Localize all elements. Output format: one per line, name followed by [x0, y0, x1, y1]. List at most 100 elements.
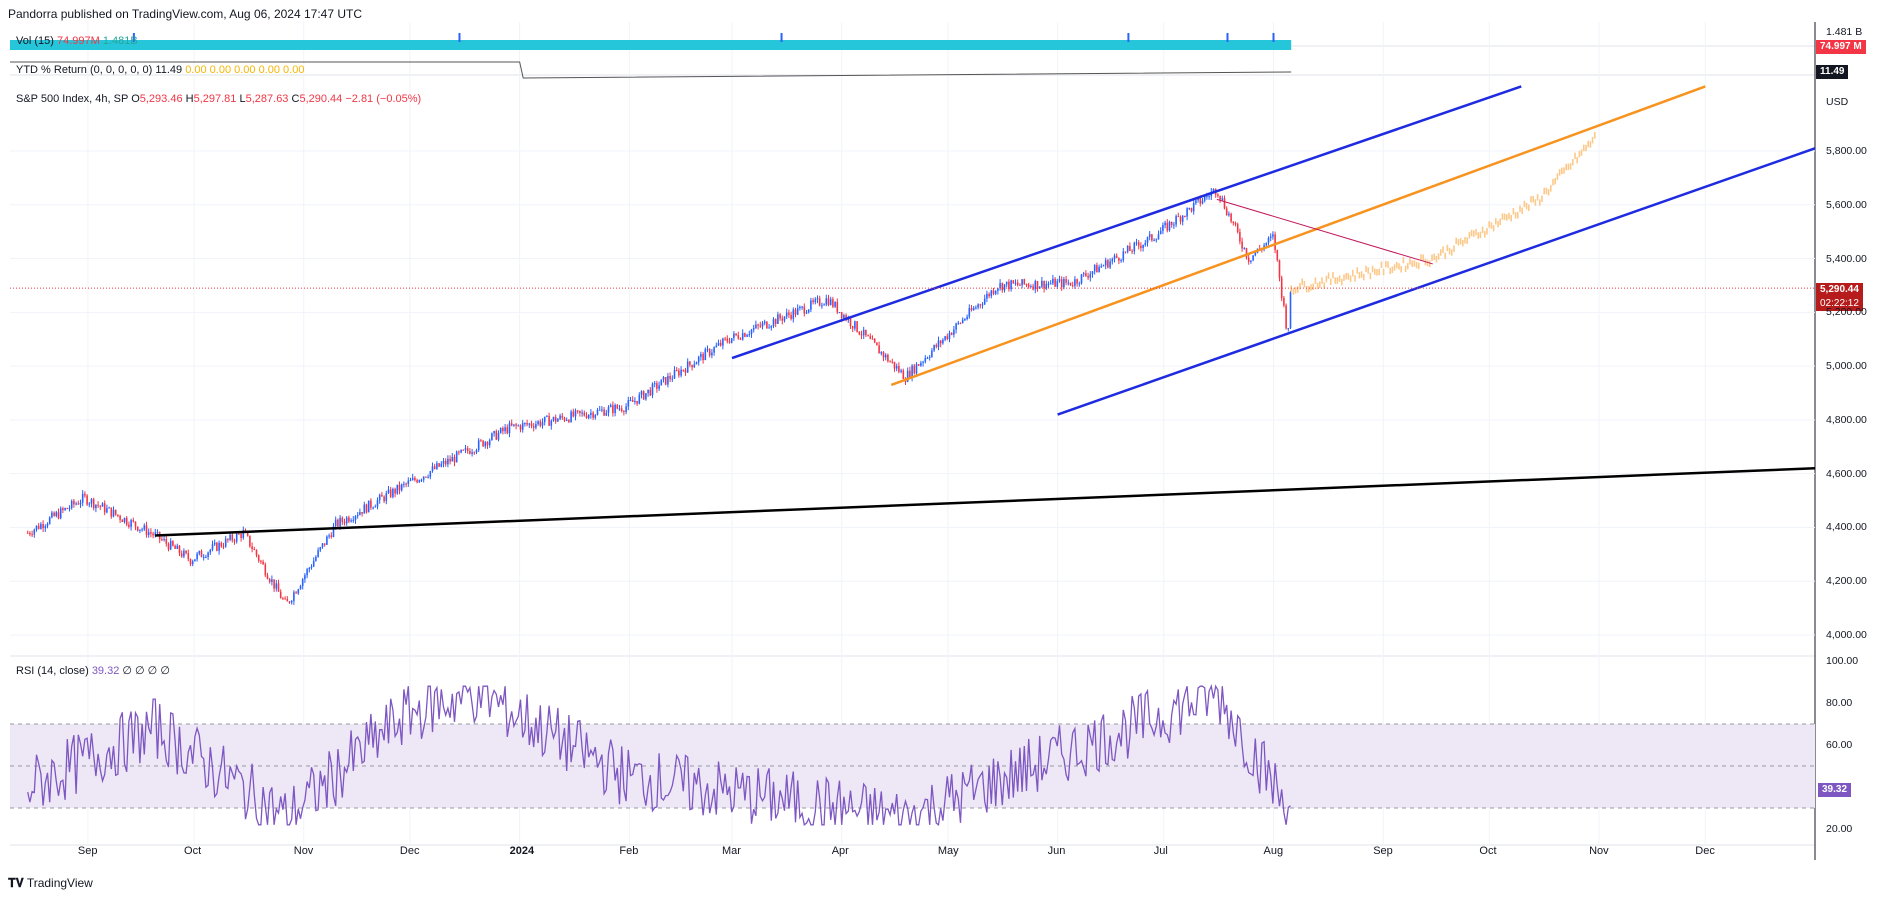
candle-body — [583, 412, 586, 416]
time-tick-label: Dec — [399, 845, 420, 857]
candle-body — [282, 598, 284, 600]
candle-body — [1223, 198, 1226, 209]
candle-body — [763, 321, 766, 324]
candle-body — [286, 598, 289, 602]
candle-body — [257, 555, 260, 561]
candle-body — [251, 546, 253, 550]
candle-body — [356, 514, 359, 517]
candle-body — [814, 299, 817, 303]
candle-body — [334, 519, 337, 527]
candle-body — [933, 345, 935, 351]
candle-body — [482, 440, 484, 447]
candle-body — [1089, 274, 1092, 278]
candle-body — [1188, 207, 1191, 209]
candle-body — [1190, 207, 1193, 212]
candle-body — [614, 404, 616, 414]
candle-body — [370, 500, 372, 508]
candle-body — [202, 557, 205, 559]
candle-body — [1168, 221, 1171, 231]
candle-body — [838, 312, 841, 314]
candle-body — [1267, 237, 1270, 243]
candle-body — [433, 466, 436, 469]
candle-body — [299, 586, 302, 590]
candle-body — [768, 327, 770, 329]
candle-body — [726, 338, 729, 342]
candle-body — [422, 476, 425, 480]
candle-body — [145, 525, 148, 536]
candle-body — [607, 407, 610, 413]
candle-body — [352, 520, 355, 522]
candle-body — [579, 410, 581, 414]
candle-body — [882, 351, 885, 358]
time-tick-label: Oct — [184, 845, 202, 857]
candle-body — [1232, 221, 1235, 223]
candle-body — [695, 362, 698, 365]
candle-body — [321, 543, 324, 548]
candle-body — [627, 400, 630, 407]
candle-body — [240, 534, 242, 538]
ytd-line — [10, 61, 1292, 79]
candle-body — [1153, 239, 1155, 241]
rsi-band — [10, 724, 1815, 808]
candle-body — [601, 409, 603, 411]
candle-body — [983, 298, 986, 305]
candle-body — [165, 538, 168, 544]
candle-body — [40, 524, 42, 529]
candle-body — [1175, 216, 1177, 225]
candle-body — [783, 316, 786, 321]
candle-body — [341, 517, 344, 522]
candle-body — [473, 452, 476, 454]
currency-label[interactable]: USD — [1826, 96, 1849, 108]
candle-body — [1276, 249, 1279, 261]
candle-body — [1054, 278, 1056, 287]
candle-body — [1252, 255, 1254, 261]
candle-body — [103, 503, 106, 513]
price-tag: 5,290.44 — [1816, 283, 1863, 297]
candle-body — [185, 550, 187, 554]
candle-body — [156, 531, 159, 533]
candle-body — [211, 544, 214, 550]
symbol-label[interactable]: S&P 500 Index, 4h, SP — [16, 93, 129, 105]
price-tick-label: 5,800.00 — [1826, 145, 1867, 157]
candle-body — [471, 452, 473, 454]
candle-body — [638, 394, 641, 404]
candle-body — [420, 479, 423, 481]
candle-body — [1074, 279, 1076, 286]
candle-body — [488, 440, 491, 446]
candle-body — [163, 538, 165, 540]
candle-body — [1129, 245, 1131, 251]
tradingview-logo[interactable]: 𝐓𝐕 TradingView — [8, 876, 93, 891]
candle-body — [807, 309, 810, 313]
candle-body — [1111, 258, 1114, 262]
candle-body — [585, 415, 588, 418]
candle-body — [359, 512, 361, 515]
candle-body — [1269, 236, 1272, 238]
candle-body — [1203, 196, 1206, 201]
candle-body — [1058, 279, 1061, 282]
candle-body — [114, 509, 117, 515]
candle-body — [979, 304, 982, 306]
candle-body — [785, 312, 788, 317]
candle-body — [587, 414, 590, 418]
price-tick-label: 4,800.00 — [1826, 413, 1867, 426]
candle-body — [1272, 234, 1274, 237]
candle-body — [849, 318, 852, 327]
candle-body — [873, 338, 876, 343]
candle-body — [37, 525, 40, 529]
price-tick-label: 4,400.00 — [1826, 521, 1867, 534]
candle-body — [552, 417, 555, 421]
candle-body — [1177, 216, 1180, 218]
candle-body — [860, 334, 863, 336]
candle-body — [702, 353, 704, 361]
candle-body — [537, 421, 539, 425]
candle-body — [466, 448, 469, 452]
rsi-tick-label: 20.00 — [1826, 823, 1853, 835]
candle-body — [1137, 242, 1140, 246]
candle-body — [823, 304, 825, 306]
candle-body — [1076, 279, 1078, 284]
candle-body — [326, 536, 328, 545]
candle-body — [700, 353, 702, 357]
time-tick-label: Dec — [1695, 845, 1715, 857]
candle-body — [249, 535, 251, 547]
